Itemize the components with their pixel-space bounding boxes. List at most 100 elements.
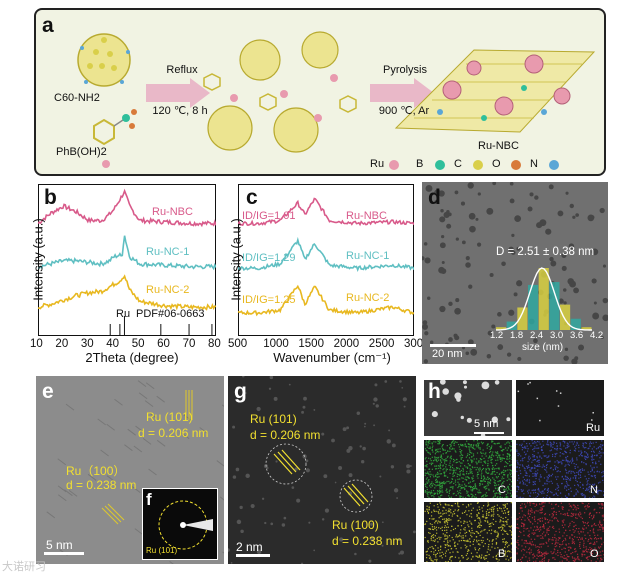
panel-a-label: a [42, 14, 54, 37]
panel-f-label: f [146, 490, 152, 509]
b-xticks: 10 20 30 40 50 60 70 80 [30, 338, 221, 352]
b-series-label-2: Ru-NC-1 [146, 246, 190, 258]
h-map-ru [516, 380, 604, 436]
panel-h-label: h [428, 380, 441, 403]
reflux-arrow-icon [146, 78, 210, 108]
b-ref-label: Ru [116, 308, 131, 320]
e-scale-bar [44, 552, 84, 555]
intermediate-molecules-icon [203, 31, 357, 153]
gaussian-fit [496, 267, 592, 331]
panel-e-label: e [42, 380, 54, 403]
legend-n: N [530, 158, 538, 170]
c60-molecule-icon [77, 33, 131, 87]
h-map-ru-label: Ru [586, 422, 601, 434]
panel-d-tem-image [422, 182, 608, 364]
c-xtick: 1500 [298, 338, 324, 350]
panel-g-label: g [234, 380, 247, 403]
g-scale-text: 2 nm [236, 540, 263, 554]
h-scale-text: 5 nm [474, 418, 499, 430]
series-line-3 [38, 274, 216, 311]
c-xtick: 1000 [263, 338, 289, 350]
b-series-label-3: Ru-NC-2 [146, 284, 190, 296]
hist-bar [570, 318, 581, 330]
panel-b-label: b [44, 186, 57, 209]
hist-bar [517, 307, 528, 330]
phenylboronic-acid-icon [93, 109, 137, 146]
b-xtick: 10 [30, 338, 43, 350]
panel-f-saed-inset [142, 488, 218, 560]
d-size-text: D = 2.51 ± 0.38 nm [496, 246, 595, 258]
legend-ru-dot [389, 160, 399, 170]
g-ann2-d: d = 0.238 nm [332, 534, 403, 548]
e-scale-text: 5 nm [46, 538, 73, 552]
c-xtick: 2000 [333, 338, 360, 350]
b-ref-pdf: PDF#06-0663 [136, 308, 205, 320]
hist-bar [549, 282, 560, 330]
panel-g-haadf-image [228, 376, 416, 564]
watermark: 大诺研习 [2, 561, 46, 573]
step1-name: Reflux [166, 64, 198, 76]
panel-d-label: d [428, 186, 441, 209]
h-map-n [516, 440, 604, 498]
raman-curves [238, 197, 414, 317]
b-series-label-1: Ru-NBC [152, 206, 193, 218]
hist-bar [538, 268, 549, 330]
tem-texture [422, 182, 608, 364]
e-ann1-d: d = 0.206 nm [138, 426, 209, 440]
d-hist-tick: 4.2 [590, 330, 604, 341]
c-series-label-2: Ru-NC-1 [346, 250, 390, 262]
d-hist-tick: 3.6 [570, 330, 584, 341]
panel-c-label: c [246, 186, 258, 209]
ru-precursor-icon [102, 160, 110, 168]
b-xtick: 30 [80, 338, 94, 350]
c-xtick: 500 [228, 338, 248, 350]
g-ann1: Ru (101) [250, 412, 297, 426]
series-line-3 [238, 284, 414, 317]
h-map-o-label: O [590, 548, 599, 560]
c-xtick: 2500 [368, 338, 395, 350]
step1-cond: 120 ℃, 8 h [152, 105, 208, 117]
legend-c: C [454, 158, 462, 170]
hist-bar [560, 304, 571, 330]
hist-bar [506, 321, 517, 330]
step2-name: Pyrolysis [382, 64, 427, 76]
b-xlabel: 2Theta (degree) [85, 350, 179, 365]
c-ylabel: Intensity (a.u.) [228, 218, 244, 301]
legend-c-dot [473, 160, 483, 170]
b-xtick: 50 [131, 338, 145, 350]
series-line-1 [238, 197, 414, 227]
e-ann1: Ru (101) [146, 410, 193, 424]
c-series-label-3: Ru-NC-2 [346, 292, 390, 304]
d-hist-tick: 1.8 [510, 330, 524, 341]
c-ratio-1: ID/IG=1.01 [242, 210, 296, 222]
legend-o-dot [511, 160, 521, 170]
legend-b: B [416, 158, 424, 170]
hist-bar [528, 284, 539, 330]
haadf-texture [228, 376, 416, 564]
h-map-c [424, 440, 512, 498]
d-hist-tick: 2.4 [530, 330, 544, 341]
c-series-label-1: Ru-NBC [346, 210, 387, 222]
d-hist-ticks: 1.2 1.8 2.4 3.0 3.6 4.2 [490, 330, 606, 342]
h-map-o [516, 502, 604, 562]
d-hist-xlabel: size (nm) [522, 342, 564, 353]
f-ring-label: Ru (101) [146, 546, 178, 555]
size-histogram [496, 267, 592, 331]
legend-n-dot [549, 160, 559, 170]
e-ann2-d: d = 0.238 nm [66, 478, 137, 492]
ru-nbc-sheet-icon [394, 49, 596, 133]
g-ann1-d: d = 0.206 nm [250, 428, 321, 442]
h-haadf-map [424, 380, 512, 436]
g-ann2: Ru (100) [332, 518, 379, 532]
legend-ru: Ru [370, 158, 385, 170]
d-hist-tick: 3.0 [550, 330, 564, 341]
step2-cond: 900 ℃, Ar [378, 105, 430, 117]
pyrolysis-arrow-icon [370, 78, 434, 108]
series-line-2 [38, 235, 216, 271]
h-map-b [424, 502, 512, 562]
h-map-n-label: N [590, 484, 598, 496]
g-scale-bar [236, 554, 270, 557]
saed-pattern [158, 500, 213, 550]
series-line-1 [38, 188, 216, 228]
d-scale-bar [430, 344, 476, 347]
